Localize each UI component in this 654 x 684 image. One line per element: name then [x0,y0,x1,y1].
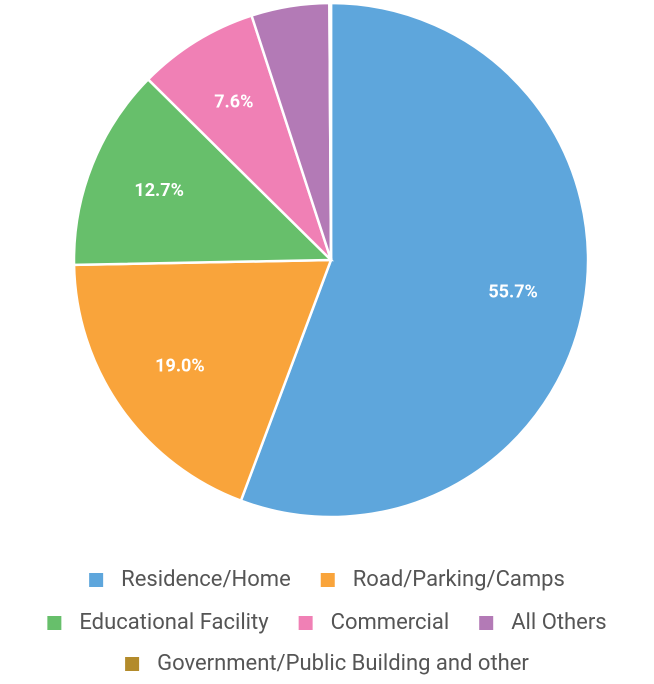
legend-swatch [298,616,313,630]
slice-label: 55.7% [488,282,538,303]
legend-swatch [47,616,62,630]
legend-swatch [89,573,104,587]
slice-label: 12.7% [134,180,184,201]
pie-slice [72,258,333,503]
legend-label: All Others [511,610,606,635]
legend-swatch [320,573,335,587]
pie-slice [328,1,333,261]
legend-label: Residence/Home [121,567,291,592]
slice-label: 7.6% [214,91,253,112]
pie-slice [146,14,333,261]
legend-swatch [479,616,494,630]
legend-label: Commercial [331,610,450,635]
pie-slice [239,1,590,519]
legend-label: Road/Parking/Camps [353,567,565,592]
pie-slice [72,77,334,267]
legend-label: Government/Public Building and other [157,651,529,676]
slice-label: 19.0% [155,356,205,377]
legend-label: Educational Facility [79,610,269,635]
legend-swatch [125,657,140,671]
